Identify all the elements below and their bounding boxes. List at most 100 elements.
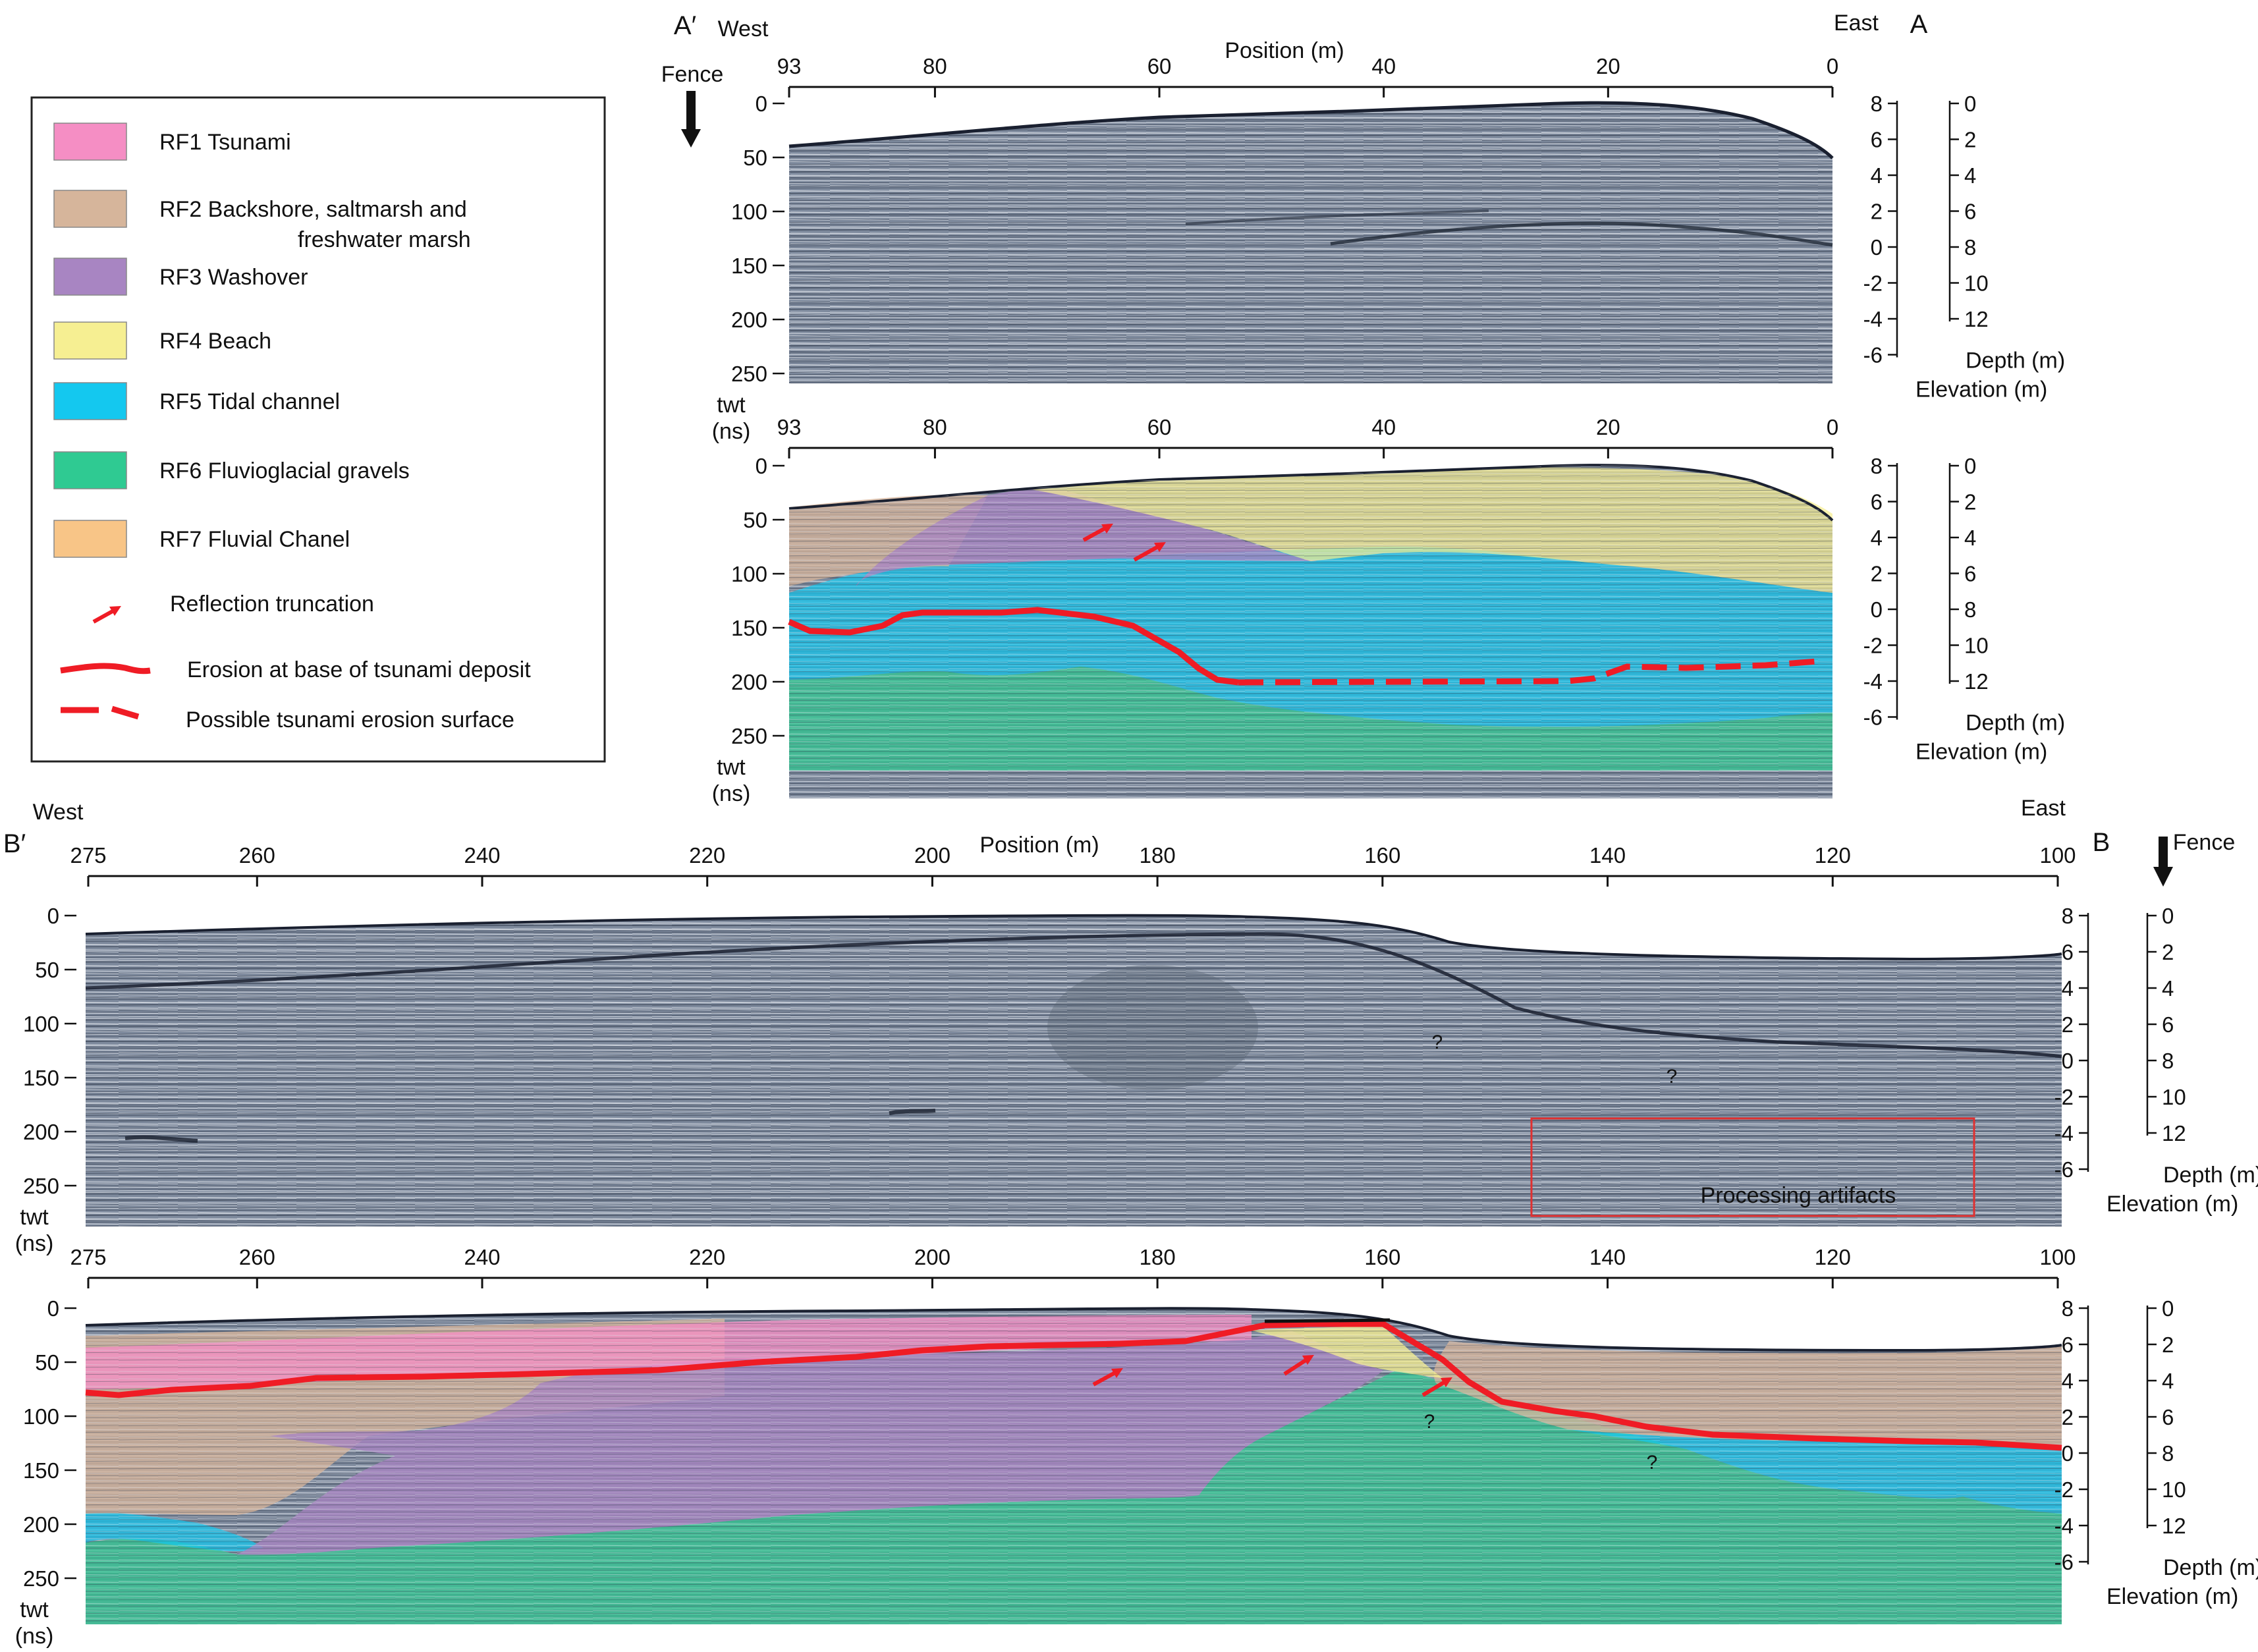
depth-tick-label: 6 <box>2162 1012 2174 1037</box>
elevation-tick-label: 2 <box>2062 1012 2074 1037</box>
profile-b-interpretation: ? ? <box>85 1307 2062 1624</box>
twt-axis-label: twt <box>717 393 746 418</box>
elevation-tick-label: 6 <box>2062 940 2074 964</box>
twt-tick-label: 200 <box>731 308 767 332</box>
depth-axis-label: Depth (m) <box>2163 1163 2258 1188</box>
position-tick-label: 140 <box>1589 1245 1626 1269</box>
depth-tick-label: 8 <box>1964 235 1976 260</box>
elevation-tick-label: 6 <box>1871 490 1883 514</box>
legend-label: freshwater marsh <box>298 227 471 252</box>
profile-a: A′ West East A Fence Position (m) <box>661 10 2065 806</box>
depth-tick-label: 8 <box>1964 597 1976 622</box>
erosion-line-b <box>85 1321 2062 1451</box>
elevation-tick-label: 4 <box>1871 163 1883 188</box>
twt-tick-label: 50 <box>35 958 59 982</box>
depth-tick-label: 8 <box>2162 1049 2174 1073</box>
reflection-truncation-icon <box>1133 542 1166 562</box>
twt-axis-label: twt <box>717 755 746 780</box>
elevation-tick-label: -6 <box>1863 705 1883 730</box>
position-tick-label: 60 <box>1147 415 1172 439</box>
position-tick-label: 93 <box>777 415 802 439</box>
profile-b-question-mark: ? <box>1666 1066 1678 1088</box>
profile-b-position-label: Position (m) <box>979 833 1099 858</box>
profile-a-east-label: East <box>1834 11 1879 36</box>
elevation-tick-label: -4 <box>1863 669 1883 694</box>
depth-axis-label: Depth (m) <box>1966 711 2065 736</box>
twt-tick-label: 0 <box>47 1296 59 1321</box>
position-tick-label: 160 <box>1364 1245 1400 1269</box>
profile-a-fence-arrow-icon <box>681 91 701 148</box>
legend-symbol-label: Possible tsunami erosion surface <box>186 707 514 732</box>
elevation-tick-label: -6 <box>1863 343 1883 368</box>
reflection-truncation-icon <box>1421 1377 1452 1397</box>
position-tick-label: 160 <box>1364 843 1400 867</box>
elevation-tick-label: -2 <box>1863 271 1883 296</box>
position-tick-label: 60 <box>1147 54 1172 78</box>
twt-tick-label: 100 <box>731 200 767 224</box>
depth-tick-label: 2 <box>2162 1333 2174 1357</box>
legend-symbol-label: Erosion at base of tsunami deposit <box>187 657 531 682</box>
legend-swatch <box>53 451 127 489</box>
twt-tick-label: 250 <box>23 1174 59 1198</box>
erosion-line-icon <box>60 663 151 675</box>
depth-tick-label: 6 <box>2162 1405 2174 1429</box>
elevation-axis-label: Elevation (m) <box>1915 377 2047 402</box>
depth-tick-label: 2 <box>2162 940 2174 964</box>
legend-label: RF7 Fluvial Chanel <box>159 527 350 552</box>
profile-b-question-mark: ? <box>1647 1452 1658 1473</box>
depth-tick-label: 10 <box>2162 1085 2186 1109</box>
position-tick-label: 120 <box>1815 1245 1851 1269</box>
profile-b: West B′ East B Position (m) Fence ? ? Pr… <box>3 796 2258 1649</box>
legend-label: RF4 Beach <box>159 329 271 354</box>
elevation-tick-label: -2 <box>2054 1085 2074 1109</box>
elevation-tick-label: 8 <box>1871 92 1883 116</box>
elevation-tick-label: 0 <box>2062 1441 2074 1466</box>
position-tick-label: 240 <box>464 1245 500 1269</box>
twt-axis-label: (ns) <box>712 419 751 444</box>
depth-tick-label: 4 <box>2162 1369 2174 1393</box>
profile-a-fence-label: Fence <box>661 62 724 87</box>
position-tick-label: 120 <box>1815 843 1851 867</box>
depth-tick-label: 10 <box>1964 271 1989 296</box>
twt-axis-label: twt <box>20 1205 49 1230</box>
profile-b-corner-left: B′ <box>3 829 26 858</box>
twt-tick-label: 150 <box>731 616 767 640</box>
position-tick-label: 240 <box>464 843 500 867</box>
profile-b-corner-right: B <box>2093 828 2110 857</box>
position-tick-label: 20 <box>1596 54 1620 78</box>
twt-axis-label: (ns) <box>712 781 751 806</box>
elevation-tick-label: 8 <box>2062 1296 2074 1321</box>
elevation-tick-label: 0 <box>2062 1049 2074 1073</box>
elevation-tick-label: 8 <box>2062 904 2074 928</box>
twt-tick-label: 100 <box>23 1012 59 1036</box>
depth-tick-label: 12 <box>2162 1121 2186 1145</box>
reflection-truncation-icon <box>1283 1355 1314 1376</box>
elevation-tick-label: 2 <box>2062 1405 2074 1429</box>
depth-tick-label: 2 <box>1964 128 1976 152</box>
reflection-truncation-icon <box>1082 524 1113 542</box>
depth-tick-label: 0 <box>2162 1296 2174 1321</box>
elevation-tick-label: 8 <box>1871 454 1883 478</box>
twt-tick-label: 150 <box>23 1458 59 1483</box>
profile-a-corner-left: A′ <box>674 11 696 40</box>
depth-tick-label: 12 <box>1964 307 1989 331</box>
elevation-tick-label: -6 <box>2054 1157 2074 1182</box>
position-tick-label: 20 <box>1596 415 1620 439</box>
depth-axis-label: Depth (m) <box>1966 348 2065 373</box>
legend-swatch <box>53 123 127 161</box>
position-tick-label: 220 <box>689 1245 725 1269</box>
legend-label: RF3 Washover <box>159 265 308 290</box>
possible-erosion-line-a <box>1238 658 1819 686</box>
elevation-axis-label: Elevation (m) <box>1915 740 2047 765</box>
elevation-axis-label: Elevation (m) <box>2107 1584 2238 1609</box>
twt-axis-label: (ns) <box>15 1624 54 1649</box>
position-tick-label: 275 <box>70 1245 106 1269</box>
twt-tick-label: 200 <box>731 670 767 694</box>
profile-b-east-label: East <box>2021 796 2066 821</box>
profile-b-question-mark: ? <box>1424 1411 1435 1433</box>
twt-tick-label: 0 <box>756 92 767 116</box>
twt-tick-label: 250 <box>731 724 767 748</box>
position-tick-label: 80 <box>923 415 947 439</box>
erosion-line-a <box>788 607 1239 686</box>
